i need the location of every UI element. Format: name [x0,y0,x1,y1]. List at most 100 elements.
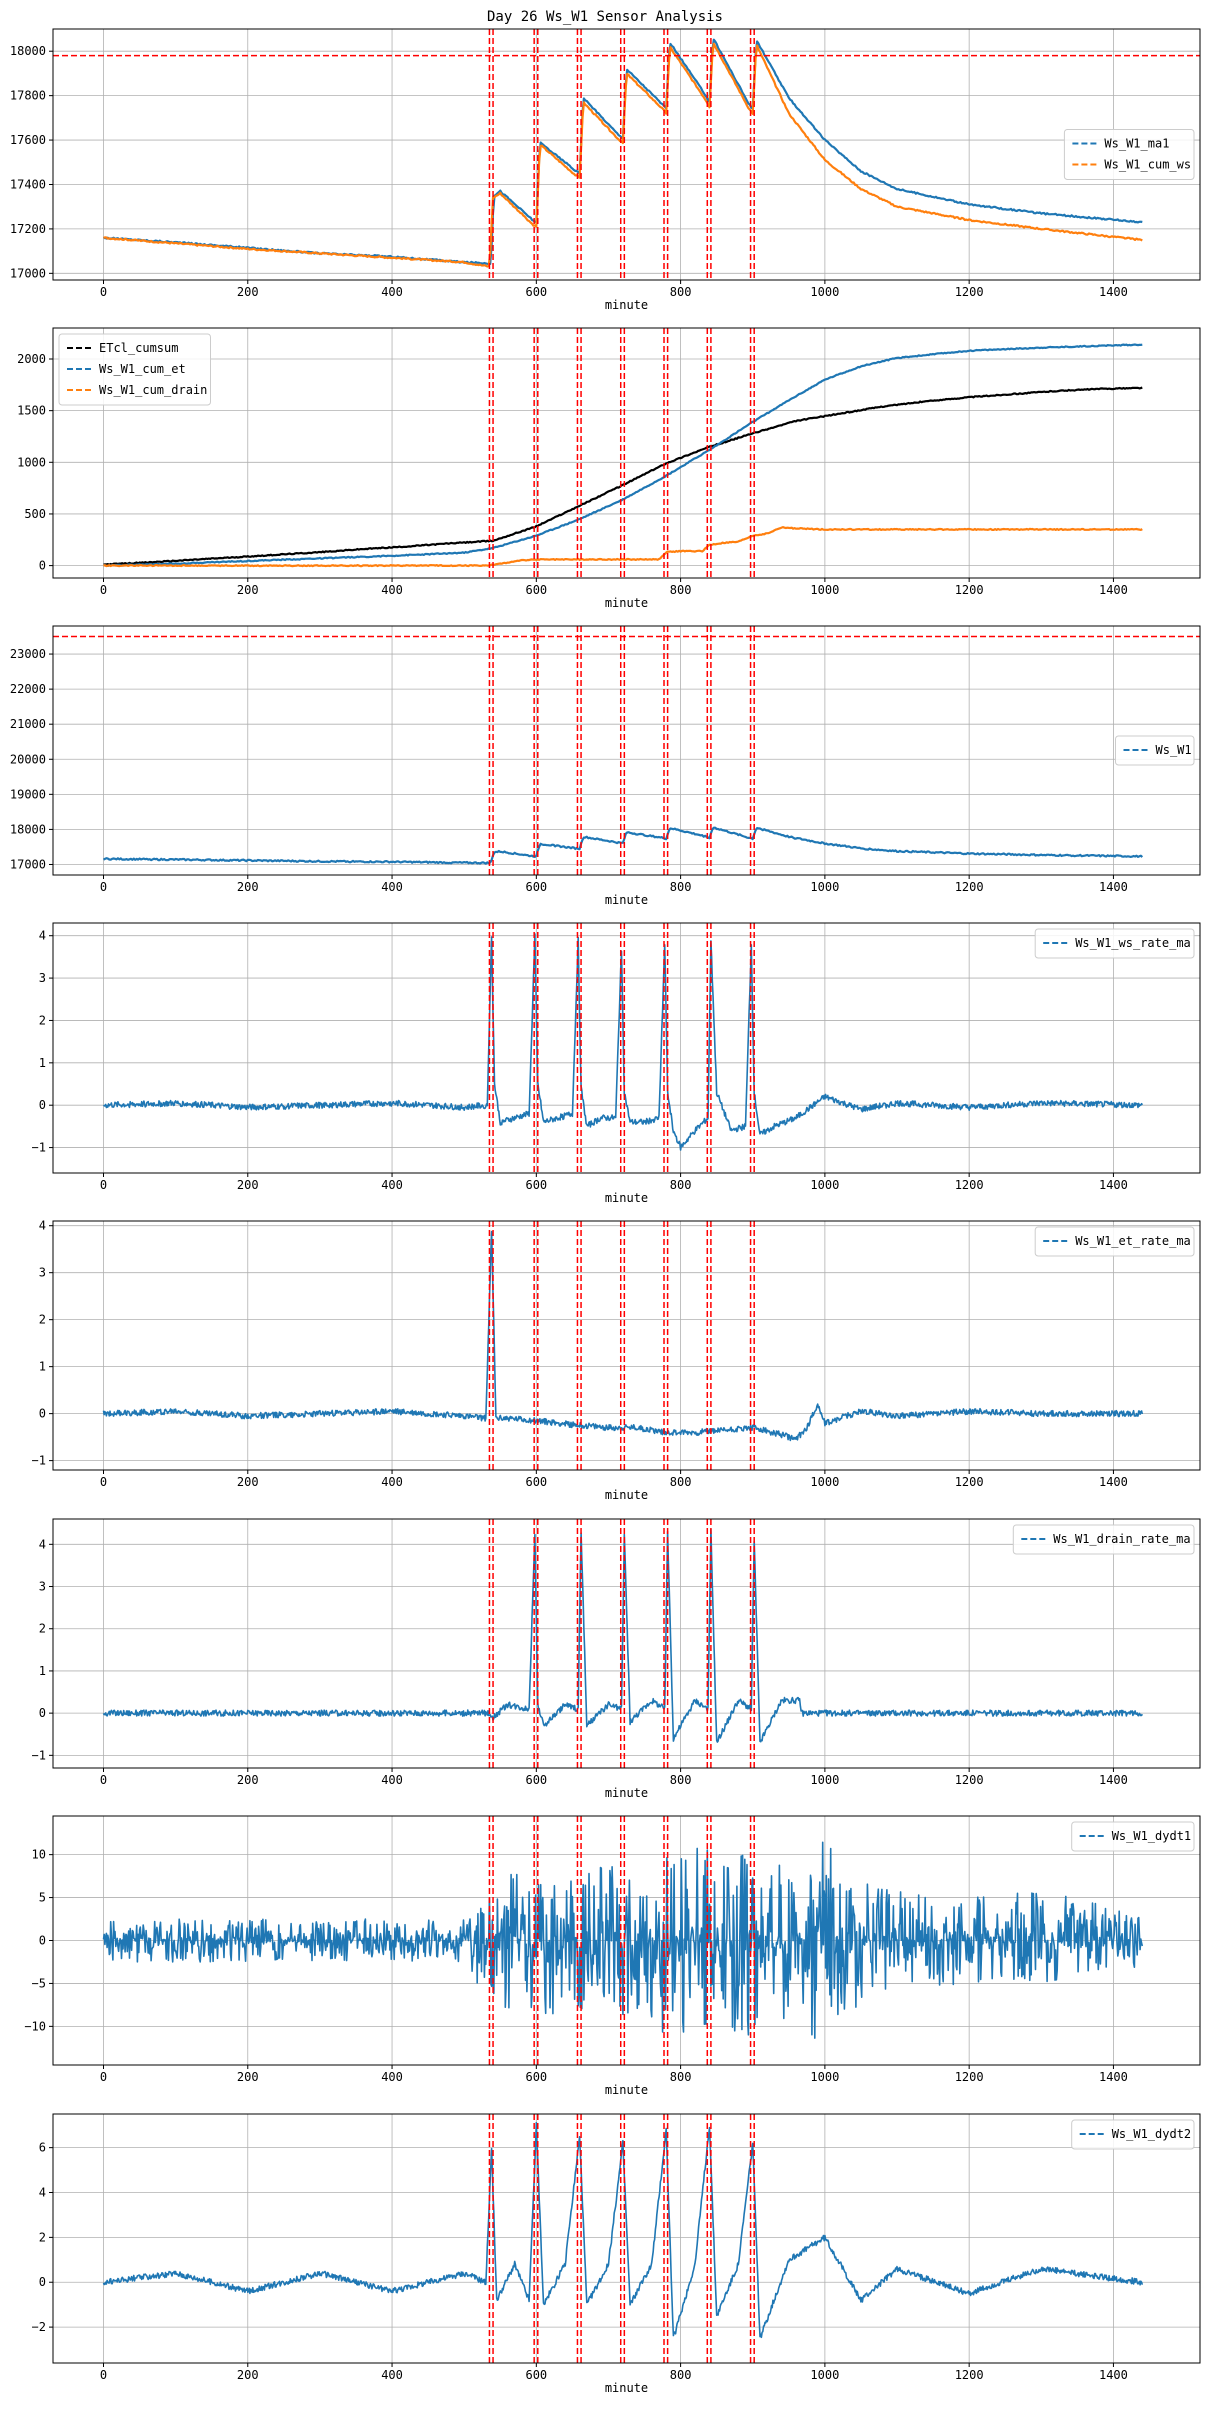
x-tick-label: 1000 [810,1773,839,1787]
x-tick-label: 1000 [810,880,839,894]
legend-label: Ws_W1_et_rate_ma [1075,1234,1191,1248]
legend: Ws_W1_dydt1 [1071,1821,1195,1852]
y-tick-label: 1 [39,1360,46,1374]
plot-area [102,1519,1143,1768]
series-line-ETcl_cumsum [103,386,1143,566]
axes-frame [52,922,1201,1174]
x-tick-label: 1000 [810,2368,839,2382]
grid [53,626,1200,875]
grid [53,1519,1200,1768]
x-tick-label: 0 [100,1178,107,1192]
legend: Ws_W1_ws_rate_ma [1034,928,1195,959]
legend-label: Ws_W1_cum_ws [1104,158,1191,172]
y-tick-label: 18000 [10,822,46,836]
axes-frame [52,1518,1201,1769]
y-tick-label: 17400 [10,177,46,191]
series-line-Ws_W1_dydt2 [102,2121,1144,2339]
legend-label: Ws_W1_cum_et [99,362,186,376]
y-tick-label: 18000 [10,44,46,58]
legend-box [1071,1821,1195,1852]
legend-label: Ws_W1 [1156,743,1192,757]
subplot-7: 0 200 400 600 800 1000 1200 1400 −10 −5 0 5 10 minute… [24,1815,1201,2097]
grid [53,29,1200,280]
y-tick-label: 500 [24,507,46,521]
y-tick-label: 4 [39,1537,46,1551]
x-tick-label: 600 [525,2070,547,2084]
x-tick-label: 1000 [810,1475,839,1489]
x-tick-label: 1200 [955,583,984,597]
x-tick-label: 600 [525,1178,547,1192]
x-tick-label: 1200 [955,285,984,299]
axes-frame [52,28,1201,281]
x-tick-label: 200 [237,2070,259,2084]
x-tick-label: 800 [670,2070,692,2084]
x-tick-label: 400 [381,285,403,299]
y-tick-label: 5 [39,1891,46,1905]
x-tick-label: 800 [670,1475,692,1489]
y-tick-label: −5 [32,1976,46,1990]
axes-frame [52,327,1201,579]
legend-box [1115,735,1195,766]
y-tick-label: 20000 [10,752,46,766]
y-tick-label: 17200 [10,222,46,236]
legend-box [1034,1226,1195,1257]
legend-label: Ws_W1_dydt2 [1112,2127,1191,2141]
event-lines [488,626,755,875]
y-tick-label: 19000 [10,787,46,801]
legend-box [1034,928,1195,959]
x-tick-label: 600 [525,1773,547,1787]
x-axis-label: minute [605,2083,648,2097]
x-tick-label: 1400 [1099,1475,1128,1489]
y-tick-label: 2 [39,1622,46,1636]
x-tick-label: 1400 [1099,1178,1128,1192]
y-tick-label: 23000 [10,647,46,661]
legend-label: ETcl_cumsum [99,341,178,355]
y-tick-label: −1 [32,1454,46,1468]
x-tick-label: 600 [525,2368,547,2382]
y-tick-label: 4 [39,2186,46,2200]
x-tick-label: 400 [381,2070,403,2084]
subplot-1: 0 200 400 600 800 1000 1200 1400 17000 17200 17400… [10,28,1201,312]
series-line-Ws_W1_cum_ws [103,42,1143,268]
legend-label: Ws_W1_drain_rate_ma [1053,1532,1190,1546]
y-tick-label: 0 [39,1934,46,1948]
y-tick-label: 22000 [10,682,46,696]
y-tick-label: 0 [39,1098,46,1112]
y-tick-label: 2 [39,1013,46,1027]
grid [53,1221,1200,1470]
x-tick-label: 1000 [810,285,839,299]
series-line-Ws_W1_cum_drain [103,525,1143,568]
plot-area [102,923,1143,1173]
subplot-4: 0 200 400 600 800 1000 1200 1400 −1 0 1 2 3 4 minute Ws… [32,922,1201,1205]
legend: Ws_W1_drain_rate_ma [1012,1524,1195,1555]
series-line-Ws_W1_ws_rate_ma [102,933,1143,1151]
grid [53,328,1200,578]
x-tick-label: 1400 [1099,285,1128,299]
x-tick-label: 800 [670,285,692,299]
x-tick-label: 1400 [1099,2070,1128,2084]
x-axis-label: minute [605,1488,648,1502]
legend: Ws_W1 [1115,735,1195,766]
series-line-Ws_W1_et_rate_ma [102,1230,1144,1442]
x-tick-label: 400 [381,2368,403,2382]
subplot-6: 0 200 400 600 800 1000 1200 1400 −1 0 1 2 3 4 minute Ws… [32,1518,1201,1800]
y-tick-label: 0 [39,1706,46,1720]
y-tick-label: 17000 [10,266,46,280]
legend-box [1012,1524,1195,1555]
x-tick-label: 800 [670,1773,692,1787]
x-tick-label: 600 [525,880,547,894]
y-tick-label: 3 [39,971,46,985]
event-lines [488,1221,755,1470]
x-tick-label: 200 [237,1475,259,1489]
x-tick-label: 1400 [1099,2368,1128,2382]
x-tick-label: 800 [670,880,692,894]
x-axis-label: minute [605,893,648,907]
x-tick-label: 1400 [1099,880,1128,894]
x-tick-label: 1200 [955,880,984,894]
x-tick-label: 400 [381,1475,403,1489]
subplot-2: 0 200 400 600 800 1000 1200 1400 0 500 1000 1500 200… [17,327,1201,610]
legend-box [58,333,211,406]
legend-label: Ws_W1_ws_rate_ma [1075,936,1191,950]
x-tick-label: 0 [100,880,107,894]
